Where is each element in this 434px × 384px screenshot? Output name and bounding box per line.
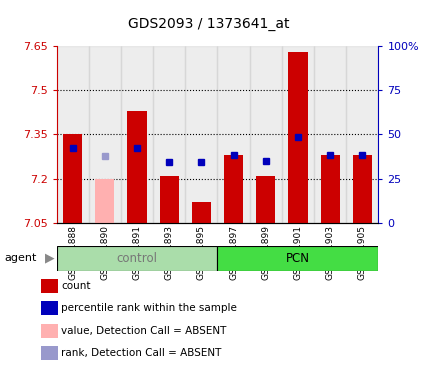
Bar [159, 175, 178, 223]
Text: percentile rank within the sample: percentile rank within the sample [61, 303, 236, 313]
Bar [288, 52, 307, 223]
Bar [224, 155, 243, 223]
Bar [217, 246, 378, 271]
Bar [127, 111, 146, 223]
Text: rank, Detection Call = ABSENT: rank, Detection Call = ABSENT [61, 348, 221, 358]
Text: PCN: PCN [285, 252, 309, 265]
Bar [249, 46, 281, 223]
Bar [56, 246, 217, 271]
Bar [256, 175, 275, 223]
Text: control: control [116, 252, 157, 265]
Text: ▶: ▶ [45, 252, 55, 265]
Text: GDS2093 / 1373641_at: GDS2093 / 1373641_at [128, 17, 289, 31]
Bar [153, 46, 185, 223]
Bar [191, 202, 210, 223]
Bar [352, 155, 371, 223]
Bar [121, 46, 153, 223]
Bar [320, 155, 339, 223]
Bar [95, 179, 114, 223]
Bar [345, 46, 378, 223]
Bar [89, 46, 121, 223]
Bar [281, 46, 313, 223]
Bar [313, 46, 345, 223]
Text: value, Detection Call = ABSENT: value, Detection Call = ABSENT [61, 326, 226, 336]
Bar [217, 46, 249, 223]
Bar [56, 46, 89, 223]
Text: count: count [61, 281, 90, 291]
Text: agent: agent [4, 253, 36, 263]
Bar [63, 134, 82, 223]
Bar [185, 46, 217, 223]
